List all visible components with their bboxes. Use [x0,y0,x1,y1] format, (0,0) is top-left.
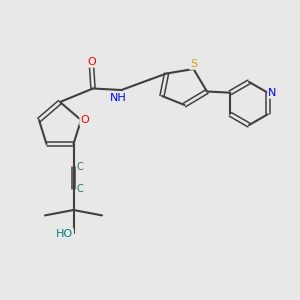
Text: C: C [77,184,83,194]
Text: N: N [268,88,276,98]
Text: HO: HO [56,229,73,239]
Text: C: C [77,161,83,172]
Text: O: O [87,57,96,67]
Text: O: O [80,115,89,125]
Text: NH: NH [110,93,126,103]
Text: S: S [190,59,197,69]
